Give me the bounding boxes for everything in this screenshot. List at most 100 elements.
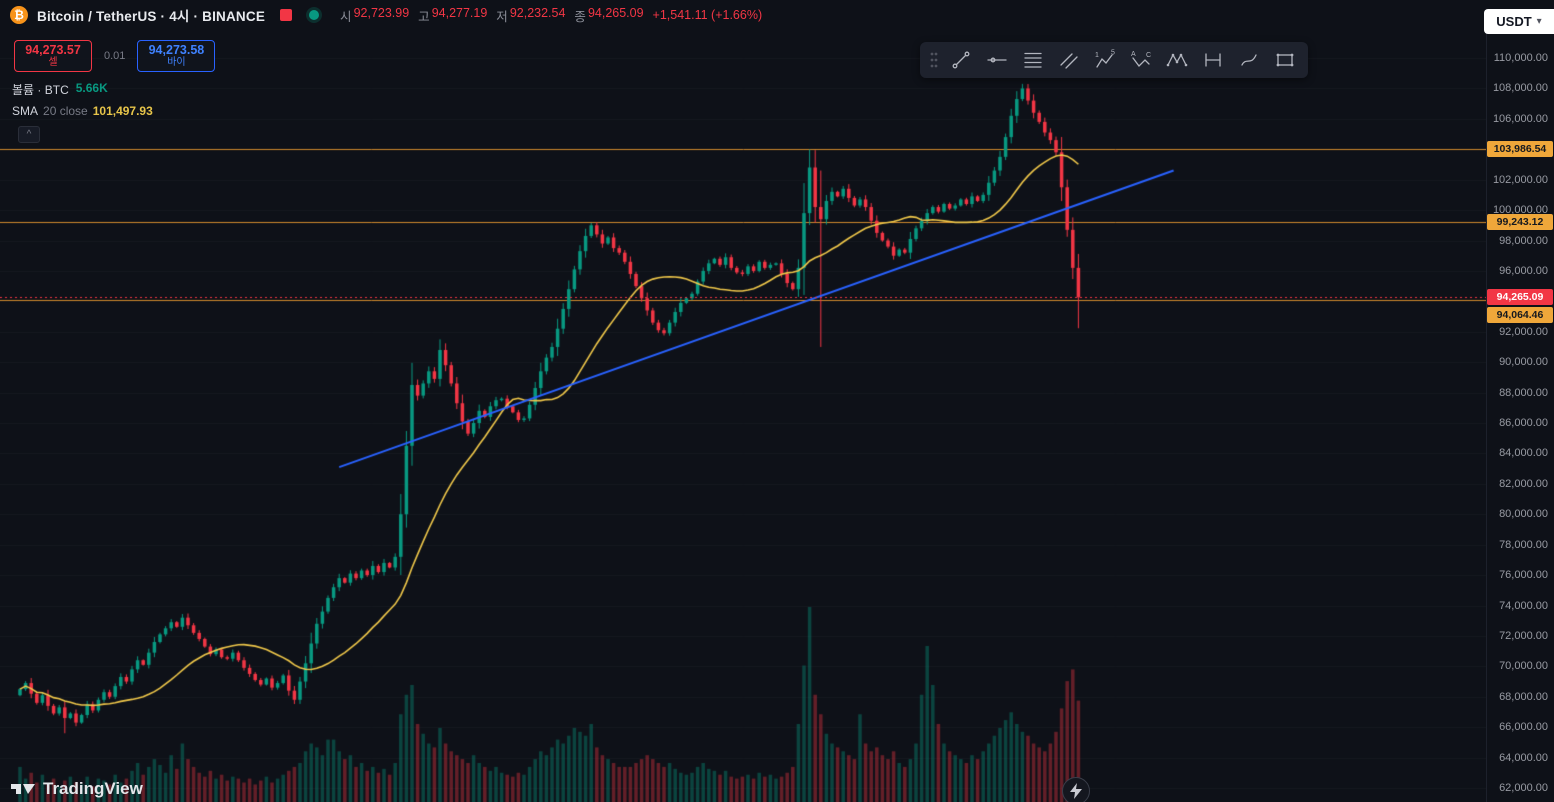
high-readout: 고 94,277.19 bbox=[418, 6, 487, 25]
close-label: 종 bbox=[574, 9, 586, 24]
low-label: 저 bbox=[496, 9, 508, 24]
price-axis-label: 98,000.00 bbox=[1499, 234, 1548, 247]
high-label: 고 bbox=[418, 9, 430, 24]
price-axis-label: 90,000.00 bbox=[1499, 356, 1548, 369]
fib-retracement-tool[interactable] bbox=[1016, 45, 1050, 75]
sma-legend[interactable]: SMA 20 close 101,497.93 bbox=[12, 104, 153, 118]
low-readout: 저 92,232.54 bbox=[496, 6, 565, 25]
horizontal-ray-tool-icon bbox=[987, 57, 1007, 63]
price-axis[interactable]: 110,000.00 108,000.00 106,000.00 102,000.00… bbox=[1486, 0, 1554, 802]
price-chart-canvas[interactable] bbox=[0, 0, 1487, 802]
svg-text:A: A bbox=[1131, 51, 1136, 58]
price-axis-label: 64,000.00 bbox=[1499, 751, 1548, 764]
price-axis-label: 84,000.00 bbox=[1499, 447, 1548, 460]
currency-label: USDT bbox=[1496, 14, 1532, 29]
price-axis-label: 88,000.00 bbox=[1499, 386, 1548, 399]
current-price-tag: 94,265.09 bbox=[1487, 289, 1553, 306]
chevron-up-icon: ^ bbox=[26, 129, 32, 140]
sma-legend-label: SMA bbox=[12, 104, 39, 118]
price-axis-label: 80,000.00 bbox=[1499, 508, 1548, 521]
horizontal-ray-tool[interactable] bbox=[980, 45, 1014, 75]
red-flag-icon[interactable] bbox=[280, 9, 293, 21]
svg-text:C: C bbox=[1146, 52, 1151, 59]
open-label: 시 bbox=[340, 9, 352, 24]
trend-line-tool[interactable] bbox=[944, 45, 978, 75]
tradingview-logo[interactable]: TradingView bbox=[10, 779, 143, 799]
price-axis-label: 78,000.00 bbox=[1499, 538, 1548, 551]
volume-legend-value: 5.66K bbox=[75, 81, 108, 95]
drag-handle-icon bbox=[930, 52, 938, 68]
xabcd-pattern-tool-icon bbox=[1166, 53, 1188, 67]
sell-label: 셀 bbox=[48, 57, 58, 69]
price-axis-label: 92,000.00 bbox=[1499, 325, 1548, 338]
price-axis-label: 110,000.00 bbox=[1493, 52, 1548, 64]
trade-panel: 94,273.57 셀 0.01 94,273.58 바이 bbox=[14, 40, 216, 72]
sell-price: 94,273.57 bbox=[25, 43, 81, 58]
parallel-channel-tool-icon bbox=[1060, 53, 1078, 69]
price-axis-label: 62,000.00 bbox=[1499, 782, 1548, 794]
collapse-indicators-button[interactable]: ^ bbox=[18, 126, 40, 143]
sma-legend-value: 101,497.93 bbox=[92, 104, 153, 118]
sell-button[interactable]: 94,273.57 셀 bbox=[14, 40, 92, 72]
xabcd-pattern-tool[interactable] bbox=[1160, 45, 1194, 75]
tradingview-logo-icon bbox=[11, 784, 35, 794]
fib-retracement-tool-icon bbox=[1024, 52, 1042, 68]
high-value: 94,277.19 bbox=[431, 5, 488, 20]
sma-legend-params: 20 close bbox=[43, 104, 88, 118]
close-value: 94,265.09 bbox=[587, 5, 644, 20]
price-axis-label: 68,000.00 bbox=[1499, 690, 1548, 703]
brush-tool-icon bbox=[1241, 54, 1257, 66]
rectangle-tool[interactable] bbox=[1268, 45, 1302, 75]
bitcoin-logo-icon: ₿ bbox=[10, 6, 28, 24]
rectangle-tool-icon bbox=[1276, 53, 1294, 67]
close-readout: 종 94,265.09 bbox=[574, 6, 643, 25]
buy-price: 94,273.58 bbox=[148, 43, 205, 58]
price-axis-label: 102,000.00 bbox=[1492, 173, 1548, 186]
buy-label: 바이 bbox=[167, 57, 186, 69]
chevron-down-icon: ▾ bbox=[1536, 16, 1542, 27]
tradingview-logo-text: TradingView bbox=[43, 779, 143, 798]
trend-line-tool-icon bbox=[952, 51, 970, 69]
volume-legend[interactable]: 볼륨 · BTC 5.66K bbox=[12, 81, 108, 98]
quick-trade-button[interactable] bbox=[1062, 777, 1090, 802]
price-axis-label: 108,000.00 bbox=[1492, 82, 1548, 95]
price-axis-label: 72,000.00 bbox=[1499, 629, 1548, 642]
symbol-header: ₿ Bitcoin / TetherUS · 4시 · BINANCE 시 92,… bbox=[0, 0, 1554, 30]
price-axis-label: 70,000.00 bbox=[1499, 660, 1548, 673]
ohlc-readout: 시 92,723.99 고 94,277.19 저 92,232.54 종 94,265… bbox=[340, 6, 762, 25]
drag-handle[interactable] bbox=[926, 45, 942, 75]
price-axis-label: 106,000.00 bbox=[1492, 112, 1548, 125]
market-status-icon bbox=[309, 10, 320, 20]
parallel-channel-tool[interactable] bbox=[1052, 45, 1086, 75]
currency-switch-button[interactable]: USDT ▾ bbox=[1484, 9, 1554, 34]
price-level-tag: 99,243.12 bbox=[1487, 213, 1553, 230]
symbol-title[interactable]: Bitcoin / TetherUS · 4시 · BINANCE bbox=[37, 9, 266, 24]
open-readout: 시 92,723.99 bbox=[340, 6, 409, 25]
price-level-tag: 94,064.46 bbox=[1487, 307, 1553, 324]
spread-value: 0.01 bbox=[104, 50, 126, 62]
svg-text:5: 5 bbox=[1111, 50, 1115, 57]
svg-text:1: 1 bbox=[1095, 52, 1099, 59]
open-value: 92,723.99 bbox=[353, 5, 410, 20]
volume-legend-label: 볼륨 · BTC bbox=[12, 83, 69, 97]
price-axis-label: 82,000.00 bbox=[1499, 477, 1548, 490]
low-value: 92,232.54 bbox=[509, 5, 566, 20]
date-range-tool[interactable] bbox=[1196, 45, 1230, 75]
change-value: +1,541.11 (+1.66%) bbox=[652, 8, 763, 22]
price-axis-label: 76,000.00 bbox=[1499, 569, 1548, 582]
price-axis-label: 100,000.00 bbox=[1492, 204, 1548, 217]
date-range-tool-icon bbox=[1205, 53, 1221, 67]
price-axis-label: 66,000.00 bbox=[1499, 721, 1548, 734]
lightning-bolt-icon bbox=[1070, 783, 1082, 799]
price-axis-label: 86,000.00 bbox=[1499, 417, 1548, 429]
price-axis-label: 74,000.00 bbox=[1499, 599, 1548, 612]
price-axis-label: 96,000.00 bbox=[1499, 264, 1548, 277]
brush-tool[interactable] bbox=[1232, 45, 1266, 75]
buy-button[interactable]: 94,273.58 바이 bbox=[137, 40, 216, 72]
